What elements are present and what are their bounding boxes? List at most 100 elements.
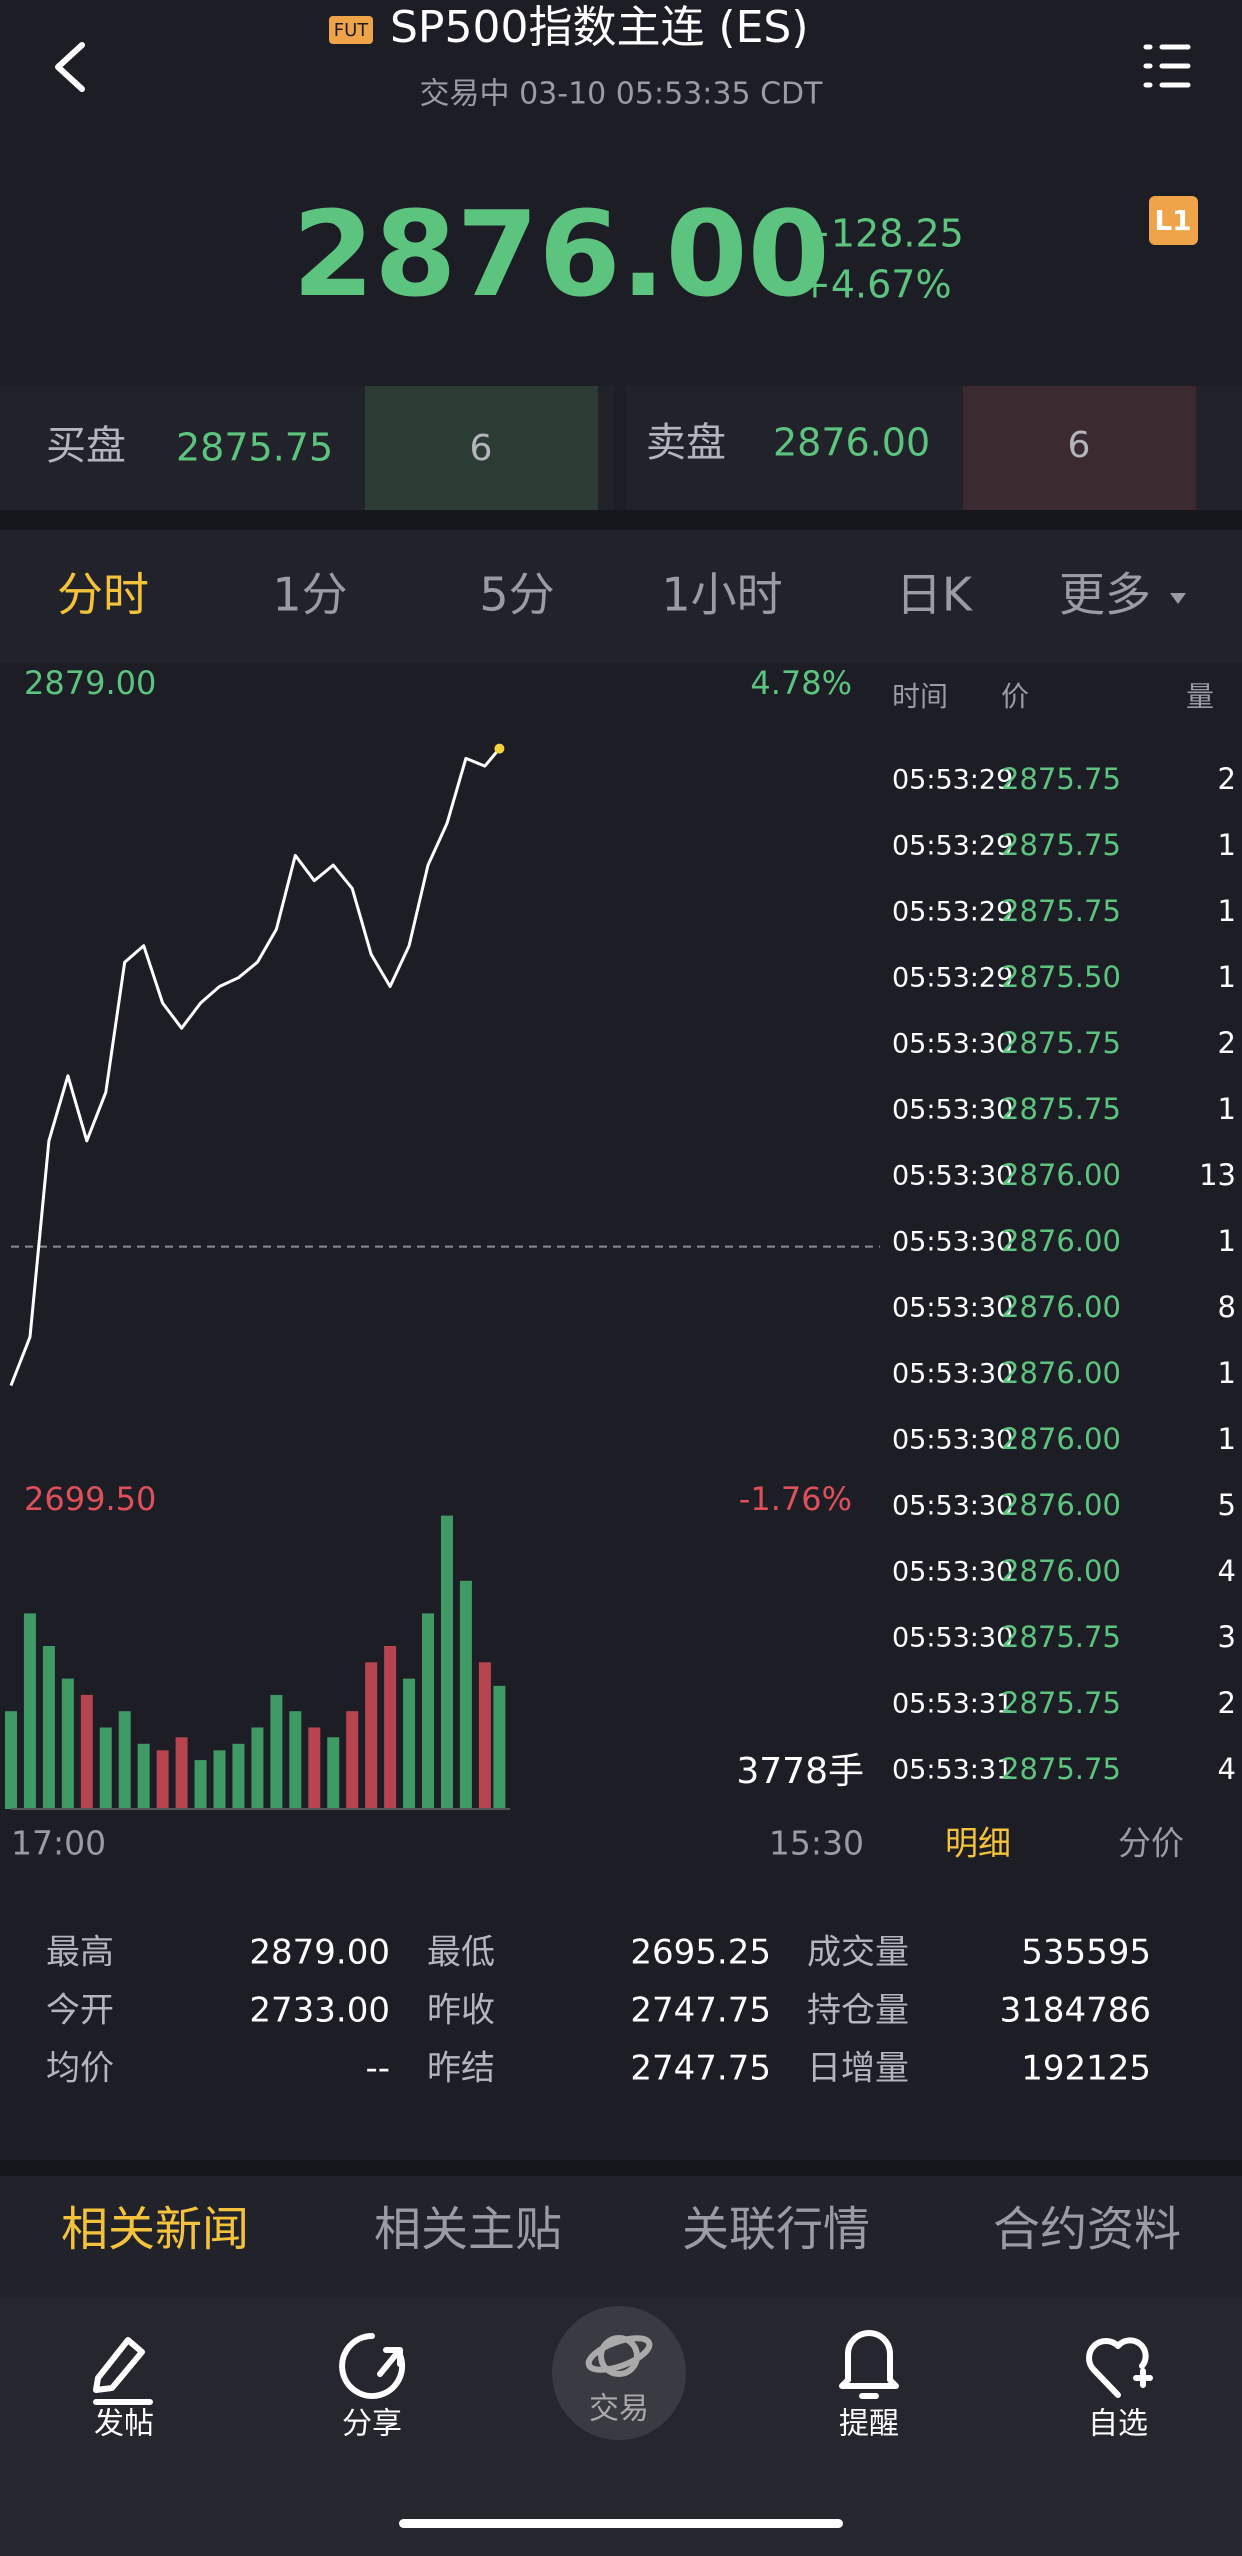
x-tick-label: 15:30 [769, 1824, 864, 1863]
trade-qty: 4 [1218, 1554, 1236, 1588]
volume-bar [365, 1662, 378, 1809]
trade-qty: 1 [1218, 1356, 1236, 1390]
volume-bar [440, 1515, 453, 1809]
trade-qty: 1 [1218, 1422, 1236, 1456]
chart-tab[interactable]: 1小时 [661, 568, 782, 622]
x-tick-label: 17:00 [11, 1824, 106, 1863]
price: 2876.00 [292, 185, 829, 323]
more-arrow[interactable] [1170, 593, 1186, 604]
trade-time: 05:53:30 [892, 1029, 1013, 1060]
trade-price: 2875.75 [1001, 894, 1121, 928]
stat-value: 2695.25 [630, 1933, 771, 1973]
post-icon[interactable] [93, 2337, 153, 2405]
stat-label: 昨收 [427, 1991, 495, 2031]
trade-time: 05:53:30 [892, 1557, 1013, 1588]
stat-label: 昨结 [427, 2049, 495, 2089]
volume-bar [459, 1580, 472, 1809]
trade-time: 05:53:30 [892, 1161, 1013, 1192]
last-price-dot [494, 743, 505, 754]
trade-qty: 1 [1218, 894, 1236, 928]
back-button[interactable] [55, 42, 85, 92]
watchlist-icon[interactable] [1086, 2337, 1153, 2398]
trade-qty: 5 [1218, 1488, 1236, 1522]
trade-time: 05:53:31 [892, 1689, 1013, 1720]
ask-size-box [963, 386, 1196, 510]
chart-tab[interactable]: 更多 [1059, 568, 1151, 622]
trade-time: 05:53:29 [892, 963, 1013, 994]
chart-tab[interactable]: 日K [896, 568, 974, 622]
trade-price: 2875.50 [1001, 960, 1121, 994]
nav-label[interactable]: 交易 [589, 2392, 649, 2427]
stat-value: 2747.75 [630, 2049, 771, 2089]
alert-icon[interactable] [839, 2330, 899, 2399]
news-tabs-bg [0, 2176, 1242, 2298]
nav-label[interactable]: 提醒 [839, 2407, 899, 2442]
trade-time: 05:53:29 [892, 765, 1013, 796]
trades-header: 时间 [892, 680, 948, 713]
stat-label: 最低 [427, 1933, 495, 1973]
volume-bar [346, 1711, 359, 1809]
chart-tab[interactable]: 5分 [479, 568, 554, 622]
nav-icons [93, 2330, 1153, 2405]
trade-time: 05:53:31 [892, 1755, 1013, 1786]
trade-qty: 2 [1218, 1686, 1236, 1720]
trade-time: 05:53:30 [892, 1425, 1013, 1456]
trade-qty: 8 [1218, 1290, 1236, 1324]
trades-header: 量 [1186, 680, 1214, 713]
trade-price: 2876.00 [1001, 1290, 1121, 1324]
nav-label[interactable]: 分享 [342, 2407, 402, 2442]
stat-value: 2879.00 [249, 1933, 390, 1973]
trade-icon-core [598, 2335, 640, 2377]
chart-tab[interactable]: 1分 [272, 568, 347, 622]
volume-bar [61, 1678, 74, 1809]
nav-label[interactable]: 自选 [1088, 2407, 1148, 2442]
news-tab[interactable]: 合约资料 [993, 2203, 1181, 2258]
volume-bar [493, 1685, 506, 1809]
trades-header: 价 [1001, 680, 1029, 713]
stat-value: -- [365, 2049, 390, 2089]
chart-tab[interactable]: 分时 [57, 568, 149, 622]
trade-price: 2875.75 [1001, 828, 1121, 862]
stat-label: 今开 [46, 1991, 114, 2031]
stat-value: 192125 [1021, 2049, 1151, 2089]
trade-time: 05:53:29 [892, 897, 1013, 928]
trade-price: 2876.00 [1001, 1356, 1121, 1390]
news-tab[interactable]: 相关新闻 [61, 2203, 249, 2258]
volume-bar [99, 1727, 112, 1809]
trade-time: 05:53:30 [892, 1095, 1013, 1126]
trade-qty: 1 [1218, 960, 1236, 994]
menu-button[interactable] [1143, 44, 1191, 88]
trade-price: 2875.75 [1001, 1092, 1121, 1126]
trade-price: 2876.00 [1001, 1554, 1121, 1588]
bid-label: 买盘 [46, 423, 126, 469]
stat-label: 最高 [46, 1933, 114, 1973]
trade-price: 2876.00 [1001, 1224, 1121, 1258]
subtitle: 交易中 03-10 05:53:35 CDT [420, 77, 824, 112]
share-icon[interactable] [339, 2333, 406, 2399]
tabs-bg [0, 530, 1242, 663]
nav-label[interactable]: 发帖 [94, 2407, 154, 2442]
ask-size: 6 [1068, 425, 1091, 466]
trades-tab[interactable]: 明细 [945, 1824, 1011, 1863]
volume-bar [384, 1646, 397, 1809]
volume-bar [5, 1711, 17, 1809]
trade-qty: 1 [1218, 1224, 1236, 1258]
trades-tab[interactable]: 分价 [1118, 1824, 1184, 1863]
news-tab[interactable]: 相关主贴 [374, 2203, 562, 2258]
trade-price: 2876.00 [1001, 1422, 1121, 1456]
volume-bar [118, 1711, 131, 1809]
price-line [9, 747, 501, 1387]
y-tick-label: 2699.50 [24, 1480, 156, 1518]
trade-qty: 3 [1218, 1620, 1236, 1654]
trade-icon[interactable] [585, 2332, 653, 2376]
title: SP500指数主连 (ES) [390, 2, 809, 53]
news-tab[interactable]: 关联行情 [682, 2203, 870, 2258]
y2-tick-label: -1.76% [739, 1480, 852, 1518]
volume-bar [251, 1727, 264, 1809]
trade-time: 05:53:30 [892, 1227, 1013, 1258]
stat-value: 2747.75 [630, 1991, 771, 2031]
stat-label: 日增量 [807, 2049, 909, 2089]
volume-bar [422, 1613, 435, 1809]
